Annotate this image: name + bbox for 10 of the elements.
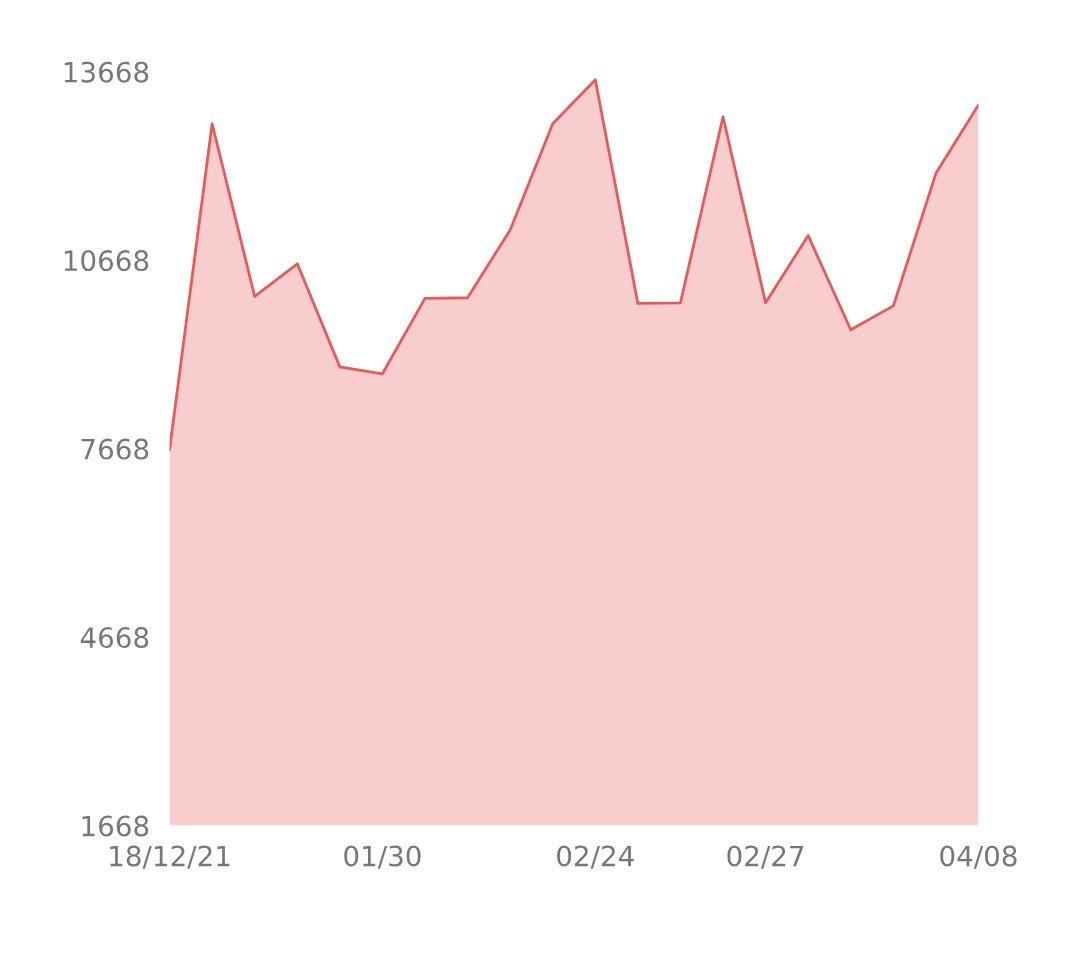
x-tick-label: 02/24 — [557, 845, 634, 869]
x-tick-label: 02/27 — [727, 845, 804, 869]
y-tick-label: 1668 — [82, 815, 149, 837]
x-tick-label: 04/08 — [940, 845, 1017, 869]
y-tick-label: 7668 — [81, 438, 149, 460]
x-tick-label: 01/30 — [344, 845, 421, 869]
y-tick-label: 4668 — [80, 627, 149, 649]
x-tick-label: 18/12/21 — [110, 845, 230, 869]
y-tick-label: 10668 — [64, 250, 149, 272]
y-tick-label: 13668 — [64, 61, 149, 83]
